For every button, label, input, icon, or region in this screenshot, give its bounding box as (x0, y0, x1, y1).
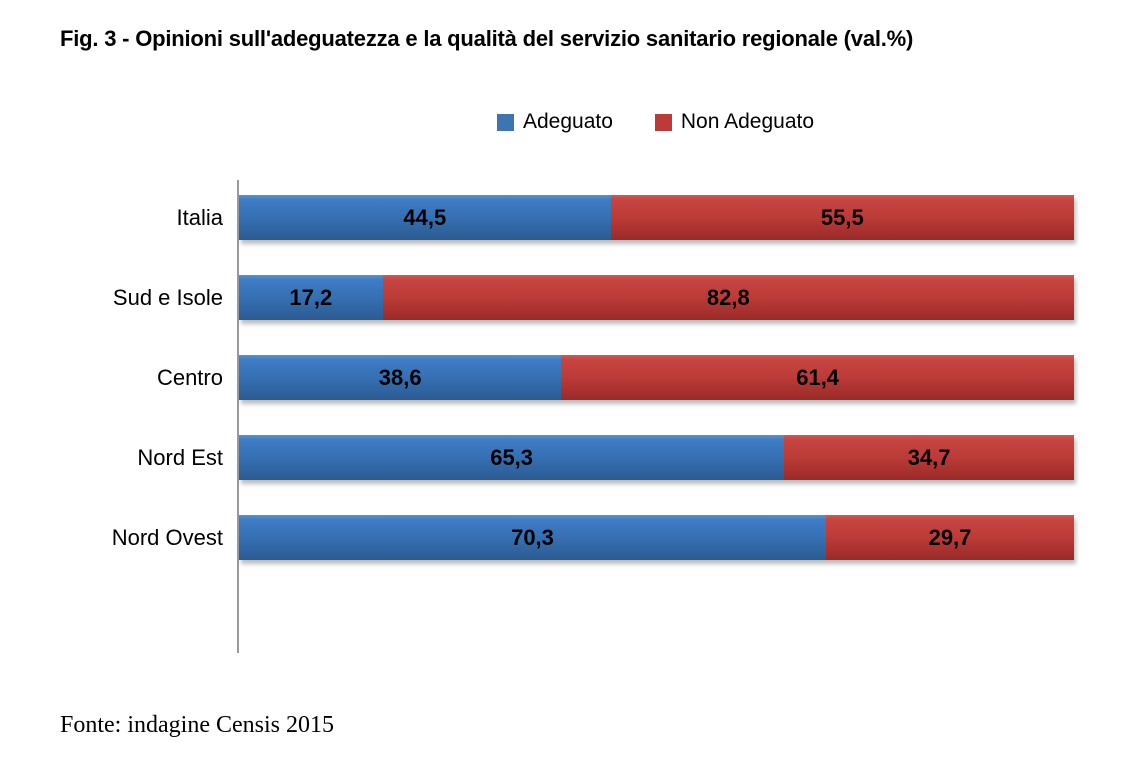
chart-row: Centro 38,6 61,4 (60, 355, 1074, 400)
bar-track: 44,5 55,5 (239, 195, 1074, 240)
value-label: 17,2 (289, 285, 333, 310)
value-label: 61,4 (796, 365, 840, 390)
category-label: Centro (156, 365, 223, 390)
bar-track: 70,3 29,7 (239, 515, 1074, 560)
chart-row: Italia 44,5 55,5 (60, 195, 1074, 240)
bar-track: 38,6 61,4 (239, 355, 1074, 400)
value-label: 55,5 (820, 205, 864, 230)
category-label: Italia (176, 205, 223, 230)
bar-segment-non-adeguato: 55,5 (610, 195, 1074, 240)
value-label: 29,7 (928, 525, 972, 550)
value-label: 38,6 (378, 365, 422, 390)
category-label: Nord Est (137, 445, 223, 470)
value-label: 44,5 (403, 205, 447, 230)
legend: Adeguato Non Adeguato (237, 110, 1074, 134)
bar-segment-non-adeguato: 61,4 (561, 355, 1074, 400)
y-axis-line (237, 180, 239, 653)
legend-swatch-icon (654, 113, 672, 131)
bar-segment-non-adeguato: 34,7 (784, 435, 1074, 480)
value-label: 34,7 (907, 445, 951, 470)
bar-segment-non-adeguato: 82,8 (382, 275, 1074, 320)
bar-track: 65,3 34,7 (239, 435, 1074, 480)
source-note: Fonte: indagine Censis 2015 (60, 712, 334, 738)
legend-label: Adeguato (522, 110, 613, 133)
chart-row: Nord Ovest 70,3 29,7 (60, 515, 1074, 560)
legend-swatch-icon (496, 113, 514, 131)
bar-segment-adeguato: 38,6 (239, 355, 562, 400)
bar-track: 17,2 82,8 (239, 275, 1074, 320)
category-label: Sud e Isole (112, 285, 223, 310)
value-label: 65,3 (490, 445, 534, 470)
legend-item: Adeguato (496, 110, 613, 134)
category-label: Nord Ovest (111, 525, 223, 550)
bar-segment-adeguato: 17,2 (239, 275, 383, 320)
bar-segment-adeguato: 65,3 (239, 435, 785, 480)
value-label: 70,3 (511, 525, 554, 550)
bar-segment-non-adeguato: 29,7 (826, 515, 1074, 560)
bar-segment-adeguato: 44,5 (239, 195, 611, 240)
value-label: 82,8 (706, 285, 750, 310)
chart-title: Fig. 3 - Opinioni sull'adeguatezza e la … (60, 26, 914, 51)
chart-row: Sud e Isole 17,2 82,8 (60, 275, 1074, 320)
chart-row: Nord Est 65,3 34,7 (60, 435, 1074, 480)
legend-item: Non Adeguato (654, 110, 815, 134)
bar-segment-adeguato: 70,3 (239, 515, 826, 560)
legend-label: Non Adeguato (680, 110, 815, 133)
